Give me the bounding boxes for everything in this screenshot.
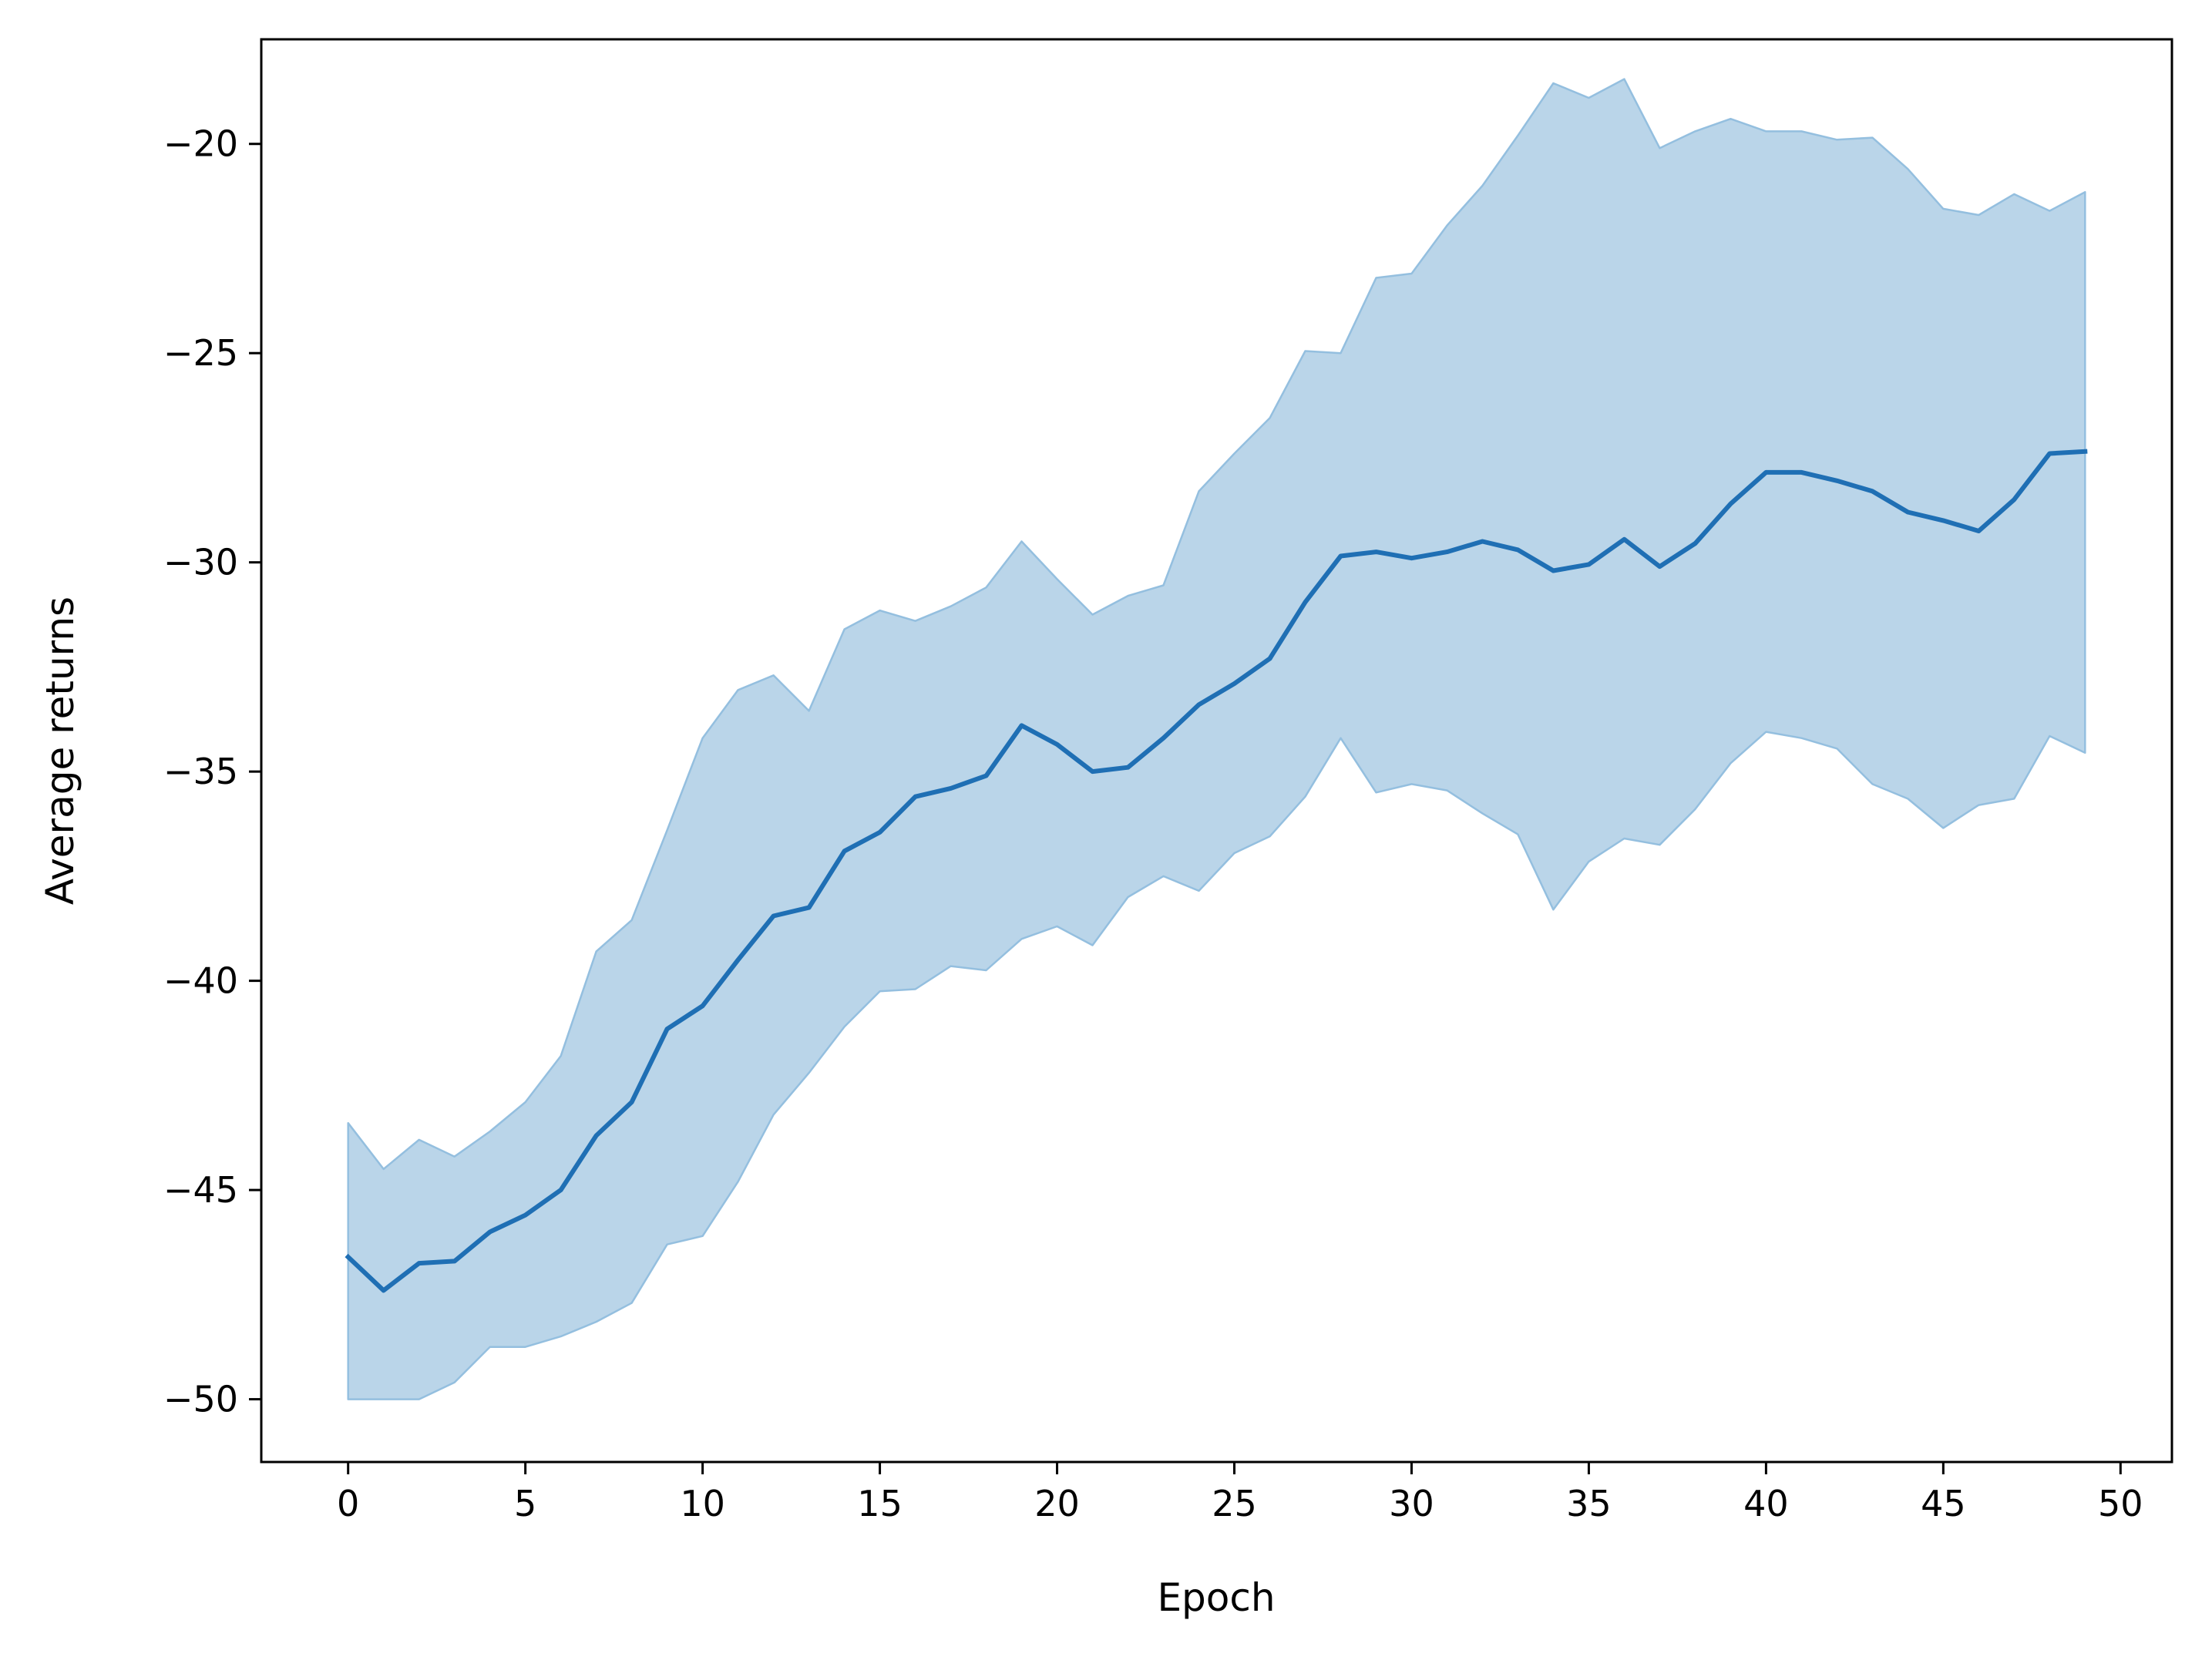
axes-frame — [260, 38, 2173, 1464]
series-line — [345, 449, 2088, 1293]
x-tick-label: 50 — [2098, 1483, 2143, 1524]
x-tick-label: 25 — [1212, 1483, 1257, 1524]
x-tick-label: 40 — [1743, 1483, 1789, 1524]
x-tick-label: 35 — [1566, 1483, 1612, 1524]
y-axis-label: Average returns — [38, 597, 82, 905]
plot-area — [345, 78, 2088, 1400]
y-tick-label: −40 — [163, 960, 238, 1002]
y-tick-label: −45 — [163, 1169, 238, 1211]
y-tick-label: −50 — [163, 1379, 238, 1420]
x-tick-label: 5 — [514, 1483, 536, 1524]
x-axis-label: Epoch — [1157, 1575, 1275, 1620]
y-tick-label: −25 — [163, 332, 238, 374]
y-tick-label: −20 — [163, 123, 238, 165]
x-tick-label: 30 — [1389, 1483, 1434, 1524]
y-axis-ticks: −50 −45 −40 −35 −30 −25 −20 — [163, 123, 261, 1420]
x-tick-label: 10 — [680, 1483, 725, 1524]
y-tick-label: −30 — [163, 542, 238, 583]
x-tick-label: 45 — [1921, 1483, 1966, 1524]
x-axis-ticks: 0 5 10 15 20 25 30 35 40 45 50 — [337, 1462, 2143, 1524]
x-tick-label: 0 — [337, 1483, 359, 1524]
x-tick-label: 20 — [1034, 1483, 1080, 1524]
y-tick-label: −35 — [163, 751, 238, 792]
x-tick-label: 15 — [857, 1483, 903, 1524]
confidence-band — [347, 78, 2086, 1400]
